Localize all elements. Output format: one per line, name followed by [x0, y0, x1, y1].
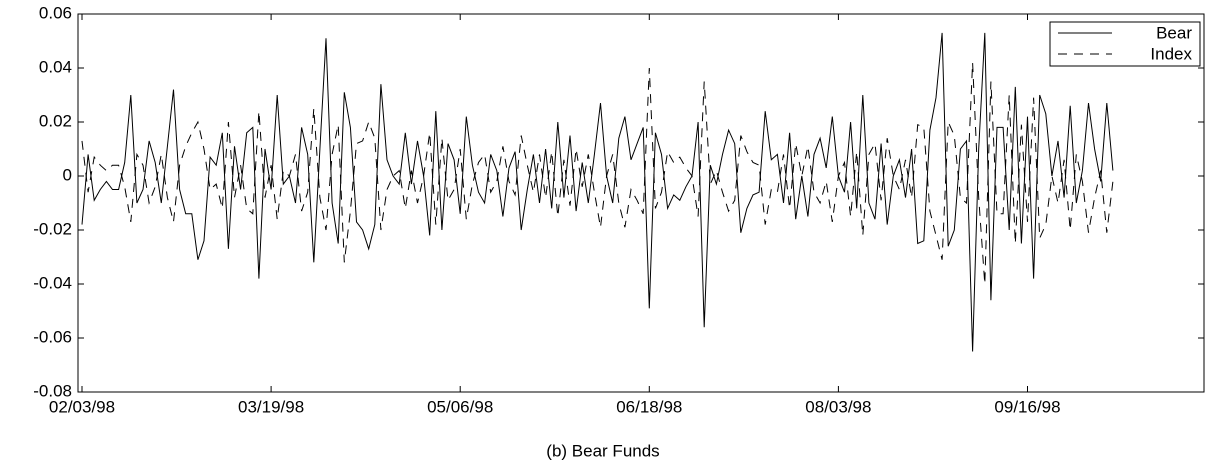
legend-label: Index — [1150, 44, 1192, 63]
y-tick-label: -0.08 — [33, 381, 72, 400]
y-tick-label: -0.04 — [33, 273, 72, 292]
y-tick-label: 0.04 — [39, 57, 72, 76]
x-tick-label: 06/18/98 — [616, 397, 682, 416]
x-tick-label: 09/16/98 — [994, 397, 1060, 416]
y-tick-label: 0 — [63, 165, 72, 184]
legend-box — [1049, 21, 1201, 67]
data-line — [81, 62, 1114, 285]
legend-label: Bear — [1156, 23, 1192, 42]
x-tick-label: 02/03/98 — [49, 397, 115, 416]
y-tick-label: 0.02 — [39, 111, 72, 130]
y-tick-label: -0.02 — [33, 219, 72, 238]
chart-title: (b) Bear Funds — [546, 441, 659, 460]
y-tick-label: 0.06 — [39, 3, 72, 22]
x-tick-label: 03/19/98 — [238, 397, 304, 416]
plot-frame — [77, 13, 1205, 393]
y-tick-label: -0.06 — [33, 327, 72, 346]
x-tick-label: 05/06/98 — [427, 397, 493, 416]
x-tick-label: 08/03/98 — [805, 397, 871, 416]
data-line — [81, 32, 1114, 352]
